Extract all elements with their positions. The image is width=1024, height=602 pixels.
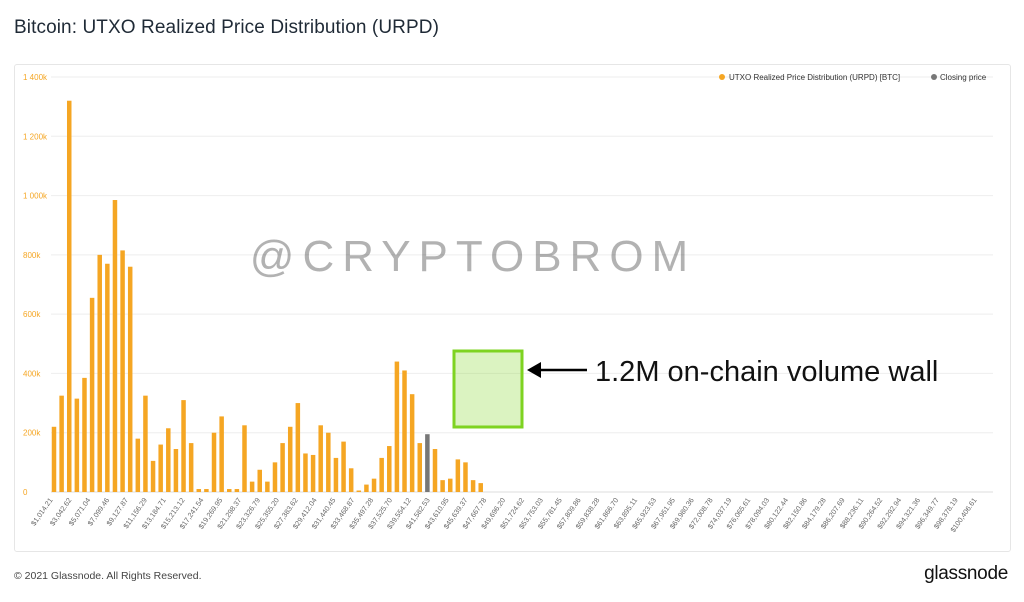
urpd-bar [333,457,339,492]
bars [51,100,483,492]
urpd-bar [447,478,453,492]
urpd-bar [188,443,194,492]
urpd-bar [341,441,346,492]
urpd-bar [181,400,186,492]
urpd-bar [82,377,87,492]
y-tick-label: 600k [23,310,41,319]
urpd-bar [120,250,125,492]
urpd-bar [432,449,438,492]
urpd-bar [326,432,331,492]
urpd-bar [402,370,407,492]
urpd-bar [356,490,362,492]
urpd-bar [379,457,384,492]
urpd-bar [417,443,423,492]
urpd-bar [348,468,354,492]
urpd-bar [394,361,400,492]
urpd-bar [463,462,468,492]
urpd-bar [166,428,171,492]
legend-label-closing-price: Closing price [940,73,987,82]
y-tick-label: 1 400k [23,73,48,82]
volume-wall-highlight-box [452,349,524,429]
gridlines [51,76,993,493]
urpd-bar [478,483,483,492]
y-tick-label: 0 [23,488,28,497]
copyright-text: © 2021 Glassnode. All Rights Reserved. [14,570,202,582]
urpd-bar [280,443,285,492]
page-title: Bitcoin: UTXO Realized Price Distributio… [14,17,440,38]
annotation-arrow-icon [527,362,587,378]
closing-price-bar [425,434,430,492]
urpd-bar [66,100,72,492]
urpd-bar [387,446,392,492]
urpd-bar [310,454,316,492]
urpd-bar [440,480,445,492]
y-axis-ticks: 0 200k 400k 600k 800k 1 000k 1 200k 1 400k [23,73,48,497]
urpd-bar [249,481,255,492]
urpd-bar [158,444,163,492]
urpd-bar [211,432,217,492]
urpd-bar [143,395,148,492]
urpd-bar [196,489,202,492]
urpd-bar [303,453,308,492]
urpd-bar [242,425,247,492]
urpd-bar [318,425,323,492]
chart-legend: UTXO Realized Price Distribution (URPD) … [719,73,987,82]
urpd-bar [105,263,110,492]
urpd-bar [150,460,156,492]
y-tick-label: 1 000k [23,192,48,201]
urpd-bar [97,254,102,492]
urpd-bar [272,462,278,492]
urpd-bar [135,438,141,492]
urpd-bar [257,469,262,492]
urpd-bar [364,484,369,492]
urpd-bar [112,200,118,492]
legend-label-urpd: UTXO Realized Price Distribution (URPD) … [729,73,900,82]
urpd-bar [51,426,57,492]
urpd-bar [455,459,461,492]
watermark-text: @CRYPTOBROM [250,232,696,281]
y-tick-label: 400k [23,369,41,378]
urpd-bar [227,489,232,492]
urpd-bar [89,297,95,492]
urpd-bar [127,266,133,492]
legend-swatch-urpd [719,74,725,80]
y-tick-label: 800k [23,251,41,260]
chart-card: 0 200k 400k 600k 800k 1 000k 1 200k 1 400k $1,0… [14,64,1011,552]
x-axis-ticks: $1,014.21$3,042.62$5,071.04$7,099.46$9,1… [29,496,979,534]
annotation-label: 1.2M on-chain volume wall [595,356,938,388]
urpd-bar [409,394,415,492]
urpd-bar [295,403,301,492]
urpd-bar [173,449,179,492]
urpd-bar [371,478,377,492]
urpd-bar [234,489,240,492]
y-tick-label: 200k [23,429,41,438]
urpd-bar [287,426,293,492]
urpd-bar [265,481,270,492]
urpd-bar [219,416,224,492]
urpd-bar [74,398,80,492]
urpd-bar [59,395,64,492]
glassnode-logo: glassnode [924,563,1008,584]
urpd-bar-chart: 0 200k 400k 600k 800k 1 000k 1 200k 1 400k $1,0… [23,73,993,534]
urpd-bar [470,480,476,492]
urpd-bar [204,489,209,492]
y-tick-label: 1 200k [23,132,48,141]
legend-swatch-closing-price [931,74,937,80]
